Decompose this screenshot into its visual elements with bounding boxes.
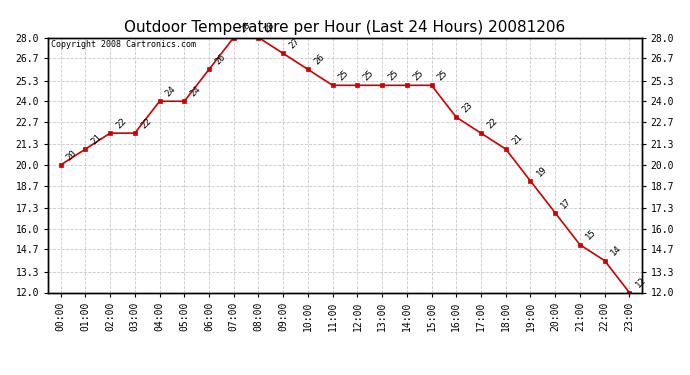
Text: 17: 17 xyxy=(560,196,573,210)
Text: 22: 22 xyxy=(139,116,153,130)
Text: 25: 25 xyxy=(411,69,425,82)
Text: 22: 22 xyxy=(485,116,499,130)
Title: Outdoor Temperature per Hour (Last 24 Hours) 20081206: Outdoor Temperature per Hour (Last 24 Ho… xyxy=(124,20,566,35)
Text: 20: 20 xyxy=(65,148,79,162)
Text: 21: 21 xyxy=(90,132,104,146)
Text: 25: 25 xyxy=(337,69,351,82)
Text: 25: 25 xyxy=(362,69,375,82)
Text: 19: 19 xyxy=(535,164,549,178)
Text: 27: 27 xyxy=(287,37,302,51)
Text: 12: 12 xyxy=(633,276,647,290)
Text: 15: 15 xyxy=(584,228,598,242)
Text: 25: 25 xyxy=(386,69,400,82)
Text: 14: 14 xyxy=(609,244,623,258)
Text: 25: 25 xyxy=(435,69,450,82)
Text: 21: 21 xyxy=(510,132,524,146)
Text: 24: 24 xyxy=(188,84,202,99)
Text: 28: 28 xyxy=(238,21,252,35)
Text: 26: 26 xyxy=(213,53,227,67)
Text: 22: 22 xyxy=(115,116,128,130)
Text: 23: 23 xyxy=(460,100,475,114)
Text: Copyright 2008 Cartronics.com: Copyright 2008 Cartronics.com xyxy=(51,40,196,49)
Text: 26: 26 xyxy=(312,53,326,67)
Text: 28: 28 xyxy=(263,21,277,35)
Text: 24: 24 xyxy=(164,84,178,99)
